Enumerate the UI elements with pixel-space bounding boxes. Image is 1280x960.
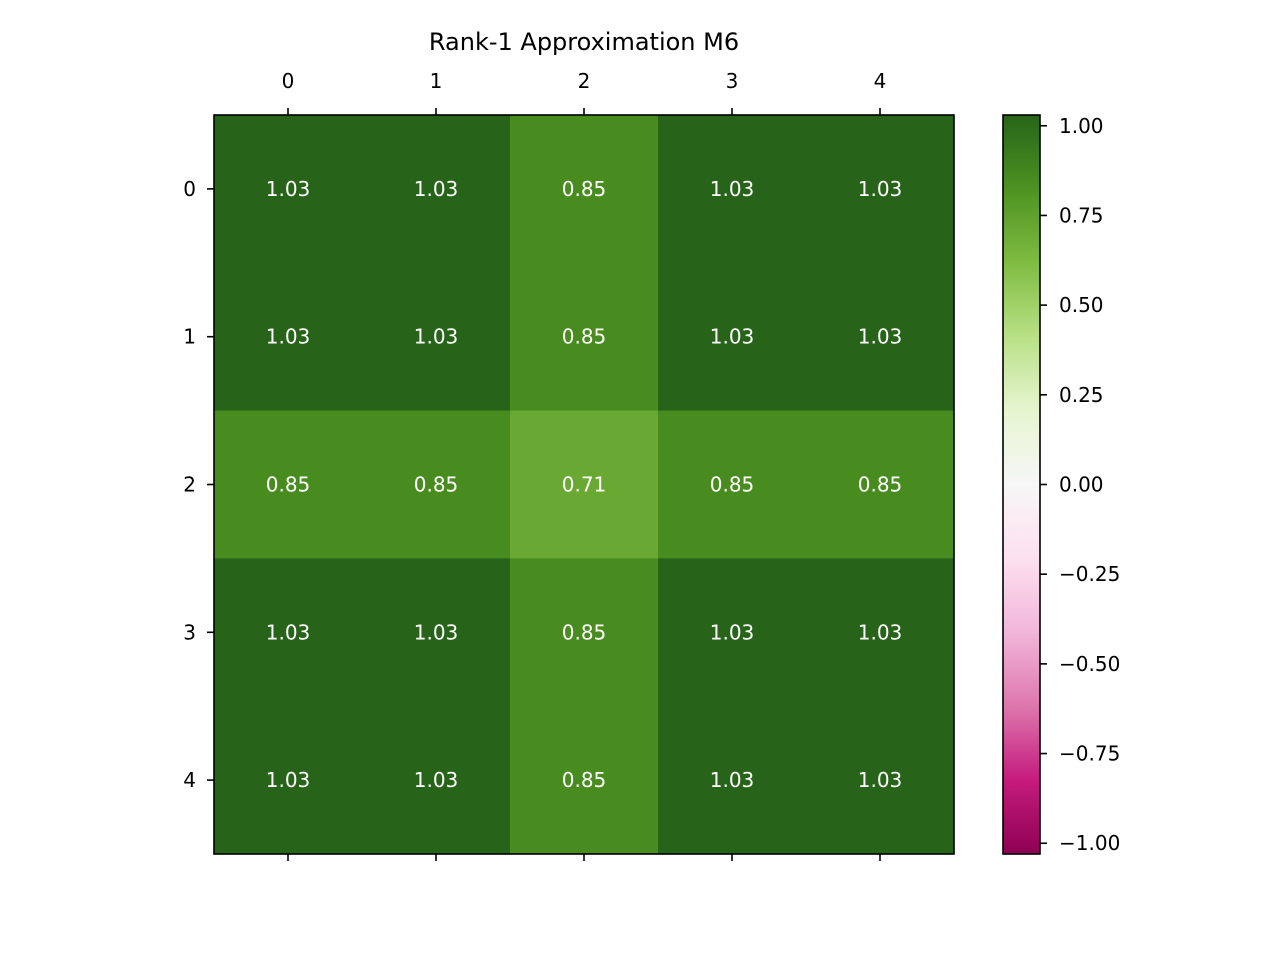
heatmap-cell-3-2: [510, 558, 659, 707]
heatmap-cell-1-1: [362, 262, 511, 412]
heatmap-cell-0-0: [214, 115, 363, 264]
heatmap-cell-4-0: [214, 706, 363, 855]
cell-label-1-3: 1.03: [710, 325, 755, 349]
y-tick-label-0: 0: [183, 177, 196, 201]
y-axis: 0 1 2 3 4: [183, 177, 214, 792]
cell-label-0-3: 1.03: [710, 177, 755, 201]
heatmap-cell-2-1: [362, 410, 511, 559]
heatmap-cell-1-0: [214, 262, 363, 412]
heatmap-cell-2-3: [658, 410, 807, 559]
cell-label-0-1: 1.03: [414, 177, 459, 201]
cell-label-0-0: 1.03: [266, 177, 311, 201]
heatmap-cell-0-4: [806, 115, 955, 264]
cell-label-4-3: 1.03: [710, 768, 755, 792]
y-tick-label-1: 1: [183, 325, 196, 349]
colorbar: [1002, 114, 1041, 855]
heatmap-cell-1-2: [510, 262, 659, 412]
colorbar-tick-label-4: 0.00: [1059, 473, 1104, 497]
cell-label-4-4: 1.03: [858, 768, 903, 792]
heatmap-cell-0-2: [510, 115, 659, 264]
colorbar-tick-label-5: −0.25: [1059, 562, 1120, 586]
cell-label-4-0: 1.03: [266, 768, 311, 792]
colorbar-tick-label-0: 1.00: [1059, 114, 1104, 138]
cell-label-4-1: 1.03: [414, 768, 459, 792]
chart-title: Rank-1 Approximation M6: [429, 28, 739, 56]
x-tick-label-0: 0: [282, 69, 295, 93]
y-tick-label-2: 2: [183, 473, 196, 497]
heatmap-cell-2-4: [806, 410, 955, 559]
heatmap-cell-1-4: [806, 262, 955, 412]
cell-label-2-1: 0.85: [414, 473, 459, 497]
heatmap-cell-4-3: [658, 706, 807, 855]
cell-label-3-2: 0.85: [562, 620, 607, 644]
colorbar-tick-label-6: −0.50: [1059, 652, 1120, 676]
heatmap-cell-3-0: [214, 558, 363, 707]
heatmap-cell-4-4: [806, 706, 955, 855]
colorbar-tick-label-1: 0.75: [1059, 203, 1104, 227]
cell-label-2-2: 0.71: [562, 473, 607, 497]
heatmap-cell-0-3: [658, 115, 807, 264]
heatmap-cell-1-3: [658, 262, 807, 412]
x-tick-label-3: 3: [726, 69, 739, 93]
cell-label-4-2: 0.85: [562, 768, 607, 792]
y-tick-label-4: 4: [183, 768, 196, 792]
cell-label-1-4: 1.03: [858, 325, 903, 349]
x-tick-label-1: 1: [430, 69, 443, 93]
colorbar-tick-label-7: −0.75: [1059, 742, 1120, 766]
colorbar-axis: 1.00 0.75 0.50 0.25 0.00 −0.25 −0.50 −0.75 −1.00: [1040, 114, 1120, 855]
heatmap-cells: [214, 115, 955, 855]
x-axis: 0 1 2 3 4: [282, 69, 887, 861]
cell-label-3-3: 1.03: [710, 620, 755, 644]
x-tick-label-2: 2: [578, 69, 591, 93]
heatmap-cell-3-4: [806, 558, 955, 707]
cell-label-1-0: 1.03: [266, 325, 311, 349]
heatmap-cell-4-2: [510, 706, 659, 855]
cell-label-3-4: 1.03: [858, 620, 903, 644]
cell-label-2-3: 0.85: [710, 473, 755, 497]
cell-label-0-2: 0.85: [562, 177, 607, 201]
heatmap-cell-0-1: [362, 115, 511, 264]
cell-label-1-2: 0.85: [562, 325, 607, 349]
cell-label-0-4: 1.03: [858, 177, 903, 201]
cell-label-2-0: 0.85: [266, 473, 311, 497]
colorbar-tick-label-3: 0.25: [1059, 383, 1104, 407]
colorbar-tick-label-2: 0.50: [1059, 293, 1104, 317]
heatmap-cell-3-1: [362, 558, 511, 707]
heatmap-cell-2-0: [214, 410, 363, 559]
heatmap-cell-3-3: [658, 558, 807, 707]
heatmap-cell-2-2: [510, 410, 659, 559]
heatmap-cell-labels: 1.03 1.03 0.85 1.03 1.03 1.03 1.03 0.85 1.03 1.03…: [266, 177, 903, 792]
cell-label-3-0: 1.03: [266, 620, 311, 644]
cell-label-3-1: 1.03: [414, 620, 459, 644]
cell-label-2-4: 0.85: [858, 473, 903, 497]
y-tick-label-3: 3: [183, 620, 196, 644]
heatmap-cell-4-1: [362, 706, 511, 855]
x-tick-label-4: 4: [874, 69, 887, 93]
cell-label-1-1: 1.03: [414, 325, 459, 349]
colorbar-tick-label-8: −1.00: [1059, 831, 1120, 855]
